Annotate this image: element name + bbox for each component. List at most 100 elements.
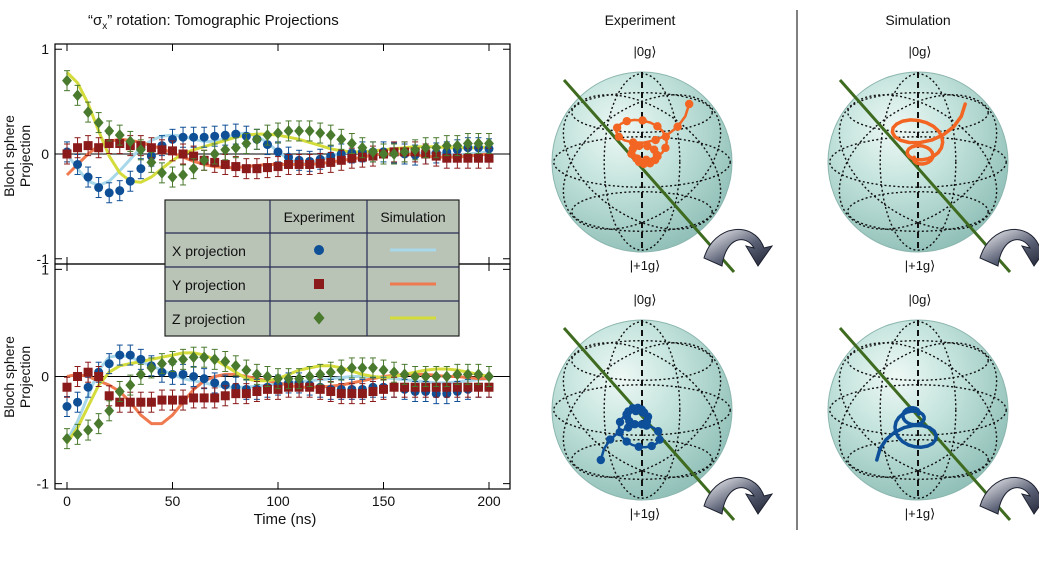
bottom-point-z-38 (462, 368, 473, 381)
top-point-z-23 (304, 125, 315, 137)
bottom-point-y-5 (115, 397, 125, 407)
bottom-xtick-label-2: 100 (266, 493, 290, 509)
bottom-point-y-29 (368, 387, 378, 396)
bottom-point-x-0 (62, 402, 72, 411)
top-point-y-22 (294, 159, 304, 169)
rotation-arrow-exp-bottom (703, 476, 774, 515)
figure-title-q1: “σ (88, 12, 103, 29)
trajectory-point-exp-bottom-48 (638, 408, 648, 417)
top-point-x-3 (94, 183, 104, 193)
top-point-y-37 (452, 153, 462, 163)
top-point-z-8 (146, 156, 157, 169)
bloch-sphere-exp-top (551, 71, 774, 273)
bottom-point-y-16 (231, 389, 241, 399)
bottom-point-z-26 (336, 364, 347, 376)
top-point-z-40 (484, 137, 494, 150)
top-plot: 1 0 -1 (37, 41, 510, 267)
latitude-lower-sim-top (847, 190, 989, 232)
top-point-y-10 (168, 146, 177, 156)
trajectory-point-exp-top-48 (633, 154, 642, 164)
top-point-z-25 (325, 129, 336, 141)
bottom-xtick-label-3: 150 (372, 493, 396, 509)
top-point-x-20 (273, 147, 283, 157)
bottom-point-x-13 (199, 374, 209, 384)
bottom-point-x-12 (189, 372, 199, 381)
bottom-point-z-5 (114, 385, 125, 398)
bottom-point-z-35 (431, 370, 442, 383)
top-point-y-2 (83, 141, 93, 151)
legend-marks (313, 245, 436, 325)
trajectory-point-exp-top-32 (634, 141, 644, 151)
bottom-point-z-20 (273, 372, 283, 385)
bloch-sphere-exp-bottom (551, 319, 774, 521)
legend-marker-z (313, 311, 325, 325)
state-label-bottom-exp-bottom: |+1g⟩ (630, 506, 661, 521)
top-point-x-11 (178, 132, 188, 142)
bottom-point-z-7 (135, 368, 146, 381)
top-point-z-16 (230, 141, 241, 154)
bottom-point-z-10 (167, 355, 178, 368)
bottom-point-z-9 (157, 357, 167, 370)
bottom-point-z-36 (441, 370, 452, 383)
bloch-col-experiment: Experiment (605, 12, 676, 28)
top-point-z-5 (114, 129, 125, 141)
top-point-y-20 (273, 162, 283, 172)
figure-title-sub: x (102, 21, 107, 32)
bloch-col-simulation: Simulation (885, 12, 950, 28)
bottom-point-y-12 (189, 393, 199, 403)
bottom-point-x-11 (178, 369, 188, 379)
latitude-lower-exp-top (571, 190, 713, 232)
bottom-point-y-33 (410, 382, 420, 392)
bottom-point-z-18 (251, 368, 262, 381)
bottom-point-y-3 (94, 372, 104, 381)
trajectory-point-exp-top-10 (612, 123, 622, 132)
bottom-point-y-30 (379, 384, 388, 394)
bottom-point-y-13 (199, 393, 209, 403)
bottom-point-z-0 (62, 432, 72, 445)
top-point-x-15 (220, 130, 230, 140)
top-point-y-12 (189, 151, 199, 161)
bottom-point-x-10 (168, 369, 177, 379)
state-label-top-exp-bottom: |0g⟩ (634, 292, 657, 307)
bottom-point-z-16 (230, 359, 241, 372)
bottom-point-y-34 (421, 382, 431, 392)
top-point-z-2 (83, 106, 94, 118)
trajectory-point-exp-bottom-8 (654, 427, 663, 436)
top-point-z-13 (199, 154, 210, 167)
bottom-point-y-18 (252, 387, 262, 396)
top-point-z-9 (157, 167, 167, 179)
top-point-z-0 (62, 74, 72, 87)
top-point-x-4 (104, 188, 114, 198)
rotation-arrow-sim-top (979, 228, 1039, 267)
top-point-z-11 (178, 169, 188, 181)
trajectory-point-exp-bottom-32 (637, 420, 646, 429)
top-point-z-17 (241, 137, 252, 150)
top-point-y-26 (336, 155, 346, 165)
trajectory-point-exp-top-20 (661, 143, 670, 153)
bottom-point-y-17 (241, 389, 251, 399)
bottom-ytick-label-1: 0 (41, 369, 49, 385)
bottom-xtick-label-4: 200 (477, 493, 501, 509)
top-point-y-0 (62, 149, 72, 159)
top-point-y-25 (326, 157, 336, 167)
bottom-point-z-32 (399, 368, 410, 381)
bottom-point-z-13 (199, 351, 210, 364)
state-label-top-sim-bottom: |0g⟩ (909, 292, 932, 307)
bottom-ylabel-line1: Bloch sphere (1, 336, 17, 418)
bottom-point-z-40 (484, 370, 494, 383)
bottom-point-y-39 (473, 382, 483, 392)
bottom-point-z-15 (220, 355, 231, 368)
bottom-point-y-40 (484, 382, 494, 392)
top-point-y-1 (73, 143, 83, 153)
bottom-plot: 1 0 -1 0 50 100 150 200 (37, 261, 510, 509)
bottom-point-z-34 (420, 370, 431, 383)
bottom-point-y-10 (168, 395, 177, 405)
meridian-3-sim-bottom (838, 342, 998, 478)
bottom-ytick-label-2: -1 (37, 476, 50, 492)
figure-title-rest: ” rotation: Tomographic Projections (107, 12, 339, 29)
rotation-arrow-sim-bottom (979, 476, 1039, 515)
legend-background (164, 199, 460, 337)
top-ytick-label-1: 0 (41, 146, 49, 162)
rotation-axis-sim-bottom (838, 327, 1012, 521)
trajectory-point-exp-top-12 (622, 116, 632, 126)
